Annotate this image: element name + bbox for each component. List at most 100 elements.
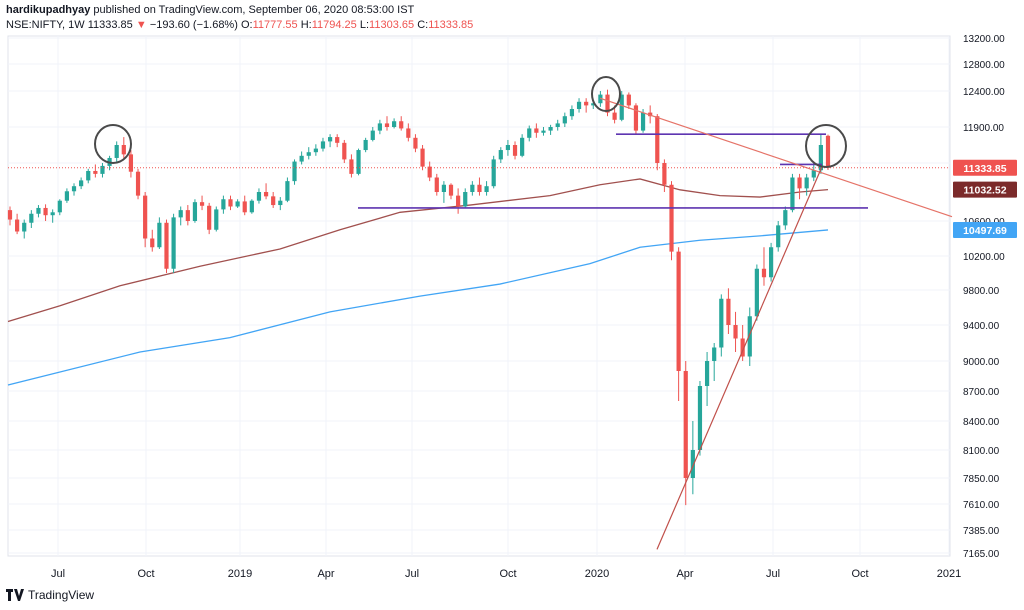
ascending-trendline [656,166,823,550]
candle-body [349,159,354,174]
candle-body [484,186,489,192]
candle-body [121,145,126,155]
x-tick-label: Oct [137,568,154,580]
candle-body [71,186,77,192]
candle-body [377,123,382,131]
close-value: 11333.85 [428,19,474,31]
candle-body [256,192,262,201]
candle-body [740,338,745,357]
y-tick-label: 7385.00 [963,526,1000,537]
candle-body [448,184,454,196]
price-badge [953,181,1017,198]
candle-body [818,145,823,171]
candle-body [335,137,340,143]
candle-body [171,217,176,269]
candle-body [470,184,475,192]
candle-body [29,213,34,223]
candle-body [185,210,190,221]
candle-body [434,177,439,192]
candle-body [534,128,539,133]
candle-body [327,137,333,142]
ma-200-line [7,229,829,386]
candle-body [221,199,226,210]
candle-body [790,177,795,211]
symbol-label[interactable]: NSE:NIFTY, 1W [6,19,85,31]
high-value: 11794.25 [311,19,357,31]
brand-name[interactable]: TradingView [28,588,95,602]
highlight-circle [591,76,621,112]
symbol-legend: NSE:NIFTY, 1W 11333.85 ▼ −193.60 (−1.68%… [6,19,473,31]
candle-body [192,202,198,221]
candle-body [655,116,660,163]
candle-body [498,150,503,160]
candle-body [178,210,183,218]
candle-body [441,184,446,192]
candle-body [363,139,368,151]
candle-body [584,101,589,106]
candle-body [420,148,425,167]
candle-body [605,94,610,113]
y-tick-label: 13200.00 [963,34,1005,45]
candle-body [768,247,774,278]
candle-body [626,94,631,106]
high-label: H: [300,19,312,31]
x-tick-label: Jul [405,568,419,580]
price-badge [953,221,1017,238]
candle-body [164,222,169,269]
candle-body [271,196,276,206]
author-name[interactable]: hardikupadhyay [6,4,91,16]
candle-body [683,371,688,478]
candle-body [15,219,20,232]
low-value: 11303.65 [369,19,415,31]
candle-body [150,238,155,248]
candle-body [690,450,695,478]
y-tick-label: 9800.00 [963,286,1000,297]
candle-body [783,210,788,226]
candle-body [93,170,98,174]
low-label: L: [359,19,370,31]
candle-body [143,195,148,239]
y-tick-label: 9000.00 [963,357,1000,368]
candle-body [726,298,731,325]
publish-info: hardikupadhyay published on TradingView.… [6,4,414,16]
candle-body [555,123,560,127]
candle-body [719,298,724,348]
candle-body [754,268,759,317]
candle-body [292,161,297,182]
change-value: −193.60 (−1.68%) [149,19,238,31]
candle-body [477,184,482,192]
tradingview-logo-icon [6,589,24,601]
y-tick-label: 8100.00 [963,446,1000,457]
y-tick-label: 11900.00 [963,123,1004,134]
candle-body [591,103,596,106]
x-tick-label: Jul [766,568,780,580]
ma-50-line [7,178,829,323]
candle-body [562,116,567,124]
candle-body [356,150,361,174]
candle-body [399,121,404,129]
candle-body [22,222,27,232]
candle-body [57,200,62,213]
publish-text: published on TradingView.com, September … [93,4,415,16]
candle-body [128,154,134,172]
candle-body [825,135,831,168]
candle-body [512,145,518,156]
candle-body [50,212,55,216]
candle-body [491,159,496,187]
candle-body [242,201,247,213]
candle-body [640,112,646,131]
candle-body [413,137,418,149]
x-tick-label: 2021 [937,568,961,580]
candle-body [278,200,283,206]
y-tick-label: 10200.00 [963,252,1005,263]
close-label: C: [417,19,429,31]
open-label: O: [240,19,253,31]
candle-body [811,170,816,178]
candle-body [548,127,553,131]
candle-body [527,128,532,138]
candle-body [285,181,290,201]
open-value: 11777.55 [252,19,298,31]
price-badge-label: 10497.69 [963,225,1007,237]
y-tick-label: 7165.00 [963,549,1000,560]
